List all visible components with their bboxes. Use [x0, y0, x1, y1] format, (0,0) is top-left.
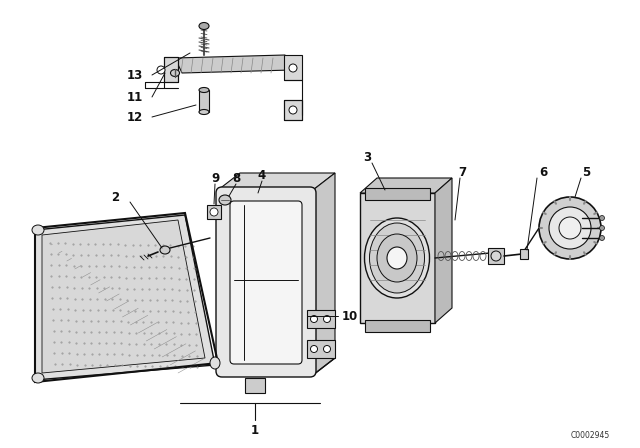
Ellipse shape [491, 251, 501, 261]
Text: 5: 5 [582, 165, 590, 178]
FancyBboxPatch shape [230, 201, 302, 364]
Bar [284, 55, 302, 80]
Ellipse shape [539, 197, 601, 259]
Circle shape [600, 236, 605, 241]
Polygon shape [35, 215, 215, 380]
Ellipse shape [219, 195, 231, 205]
Polygon shape [42, 220, 205, 373]
Text: 2: 2 [111, 190, 119, 203]
Text: 12: 12 [127, 111, 143, 124]
Text: 8: 8 [232, 172, 240, 185]
Text: 11: 11 [127, 90, 143, 103]
Circle shape [289, 106, 297, 114]
Circle shape [210, 208, 218, 216]
Ellipse shape [210, 357, 220, 369]
Ellipse shape [377, 234, 417, 282]
Circle shape [157, 66, 165, 74]
Circle shape [289, 64, 297, 72]
Ellipse shape [199, 87, 209, 92]
Bar [245, 378, 265, 393]
Text: 13: 13 [127, 69, 143, 82]
Text: 7: 7 [458, 165, 466, 178]
Circle shape [600, 215, 605, 220]
Bar [307, 340, 335, 358]
Text: 1: 1 [251, 423, 259, 436]
FancyBboxPatch shape [216, 187, 316, 377]
Polygon shape [218, 173, 335, 190]
Text: 6: 6 [539, 165, 547, 178]
Ellipse shape [32, 373, 44, 383]
Bar [218, 190, 313, 375]
Bar [365, 320, 430, 332]
Bar [365, 188, 430, 200]
Circle shape [310, 315, 317, 323]
Text: 9: 9 [211, 172, 219, 185]
Ellipse shape [369, 223, 424, 293]
Circle shape [310, 345, 317, 353]
Bar [199, 90, 209, 112]
Polygon shape [435, 178, 452, 323]
Text: 10: 10 [342, 310, 358, 323]
Ellipse shape [160, 246, 170, 254]
Circle shape [323, 315, 330, 323]
Bar [520, 249, 528, 259]
Bar [284, 100, 302, 120]
Text: C0002945: C0002945 [570, 431, 610, 439]
Ellipse shape [387, 247, 407, 269]
Ellipse shape [32, 225, 44, 235]
Ellipse shape [559, 217, 581, 239]
Ellipse shape [549, 207, 591, 249]
Circle shape [323, 345, 330, 353]
Bar [488, 248, 504, 264]
Polygon shape [360, 178, 452, 193]
Text: 3: 3 [363, 151, 371, 164]
Text: 4: 4 [258, 168, 266, 181]
Ellipse shape [170, 69, 179, 77]
Bar [360, 193, 435, 323]
Ellipse shape [365, 218, 429, 298]
Ellipse shape [199, 109, 209, 115]
Circle shape [600, 225, 605, 231]
Ellipse shape [199, 22, 209, 30]
Bar [307, 310, 335, 328]
Polygon shape [313, 173, 335, 375]
Polygon shape [175, 55, 292, 73]
Bar [207, 205, 221, 219]
Bar [164, 57, 178, 82]
